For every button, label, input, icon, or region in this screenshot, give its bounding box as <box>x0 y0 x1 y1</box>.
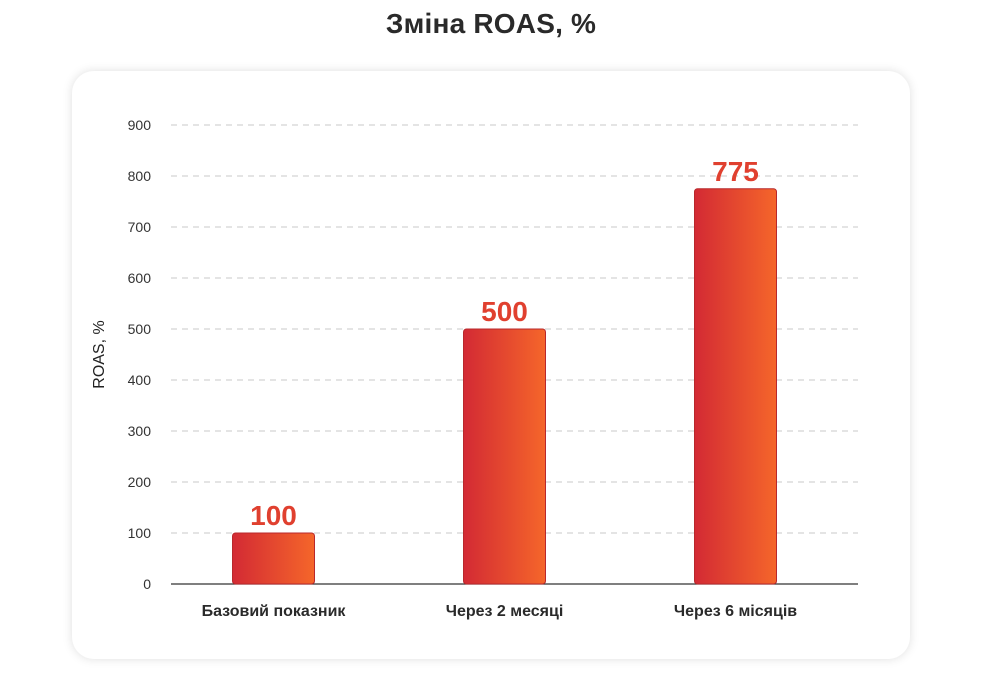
bar <box>232 532 315 585</box>
y-tick-label: 100 <box>128 525 152 541</box>
y-tick-label: 500 <box>128 321 152 337</box>
x-tick-label: Через 6 місяців <box>674 603 797 620</box>
y-axis-label: ROAS, % <box>91 320 108 388</box>
y-tick-label: 300 <box>128 423 152 439</box>
y-tick-label: 200 <box>128 474 152 490</box>
y-tick-label: 600 <box>128 270 152 286</box>
x-tick-label: Через 2 месяці <box>446 603 564 620</box>
bar-value-label: 100 <box>250 500 297 531</box>
bar <box>694 188 777 585</box>
chart-title: Зміна ROAS, % <box>385 8 597 39</box>
y-tick-label: 700 <box>128 219 152 235</box>
y-tick-label: 800 <box>128 168 152 184</box>
bar-value-label: 775 <box>712 156 759 187</box>
y-tick-label: 900 <box>128 117 152 133</box>
y-tick-label: 0 <box>143 576 151 592</box>
bar-value-label: 500 <box>481 296 528 327</box>
y-tick-label: 400 <box>128 372 152 388</box>
x-tick-label: Базовий показник <box>202 603 347 620</box>
bar <box>463 328 546 585</box>
